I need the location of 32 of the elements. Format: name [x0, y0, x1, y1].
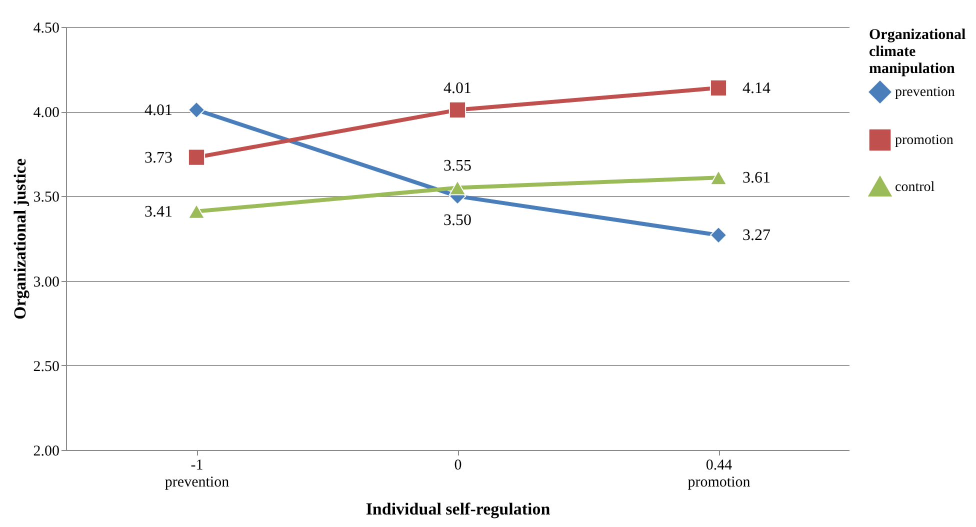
legend-title: Organizational climate manipulation: [869, 27, 966, 77]
y-tick-label: 4.50: [33, 20, 60, 36]
legend-label: promotion: [895, 133, 954, 148]
y-tick-label: 2.50: [33, 358, 60, 375]
data-label: 3.41: [144, 203, 172, 220]
x-tick-label: 0.44 promotion: [688, 458, 751, 490]
data-label: 3.61: [742, 170, 770, 187]
x-tick-label: 0: [454, 458, 462, 474]
x-tick-label: -1 prevention: [164, 458, 230, 490]
y-tick-label: 3.00: [33, 274, 60, 290]
x-axis-title: Individual self-regulation: [366, 500, 551, 518]
data-label: 4.01: [444, 80, 472, 97]
legend-label: prevention: [895, 85, 955, 100]
point: [448, 180, 466, 196]
data-label: 3.73: [144, 149, 172, 166]
y-tick-label: 3.50: [33, 190, 60, 206]
point: [710, 79, 728, 96]
data-label: 3.27: [742, 227, 770, 244]
point: [710, 170, 728, 186]
data-label: 4.14: [742, 80, 770, 97]
point: [448, 101, 466, 118]
y-tick-label: 2.00: [33, 444, 60, 460]
data-label: 3.50: [444, 212, 472, 230]
y-tick-label: 4.00: [33, 105, 60, 122]
point: [188, 148, 206, 166]
point: [188, 101, 206, 118]
y-axis-title: Organizational justice: [10, 158, 30, 320]
point: [188, 204, 206, 219]
data-label: 4.01: [144, 102, 172, 119]
data-label: 3.55: [444, 158, 472, 175]
legend-label: control: [895, 180, 935, 195]
point: [710, 226, 728, 244]
